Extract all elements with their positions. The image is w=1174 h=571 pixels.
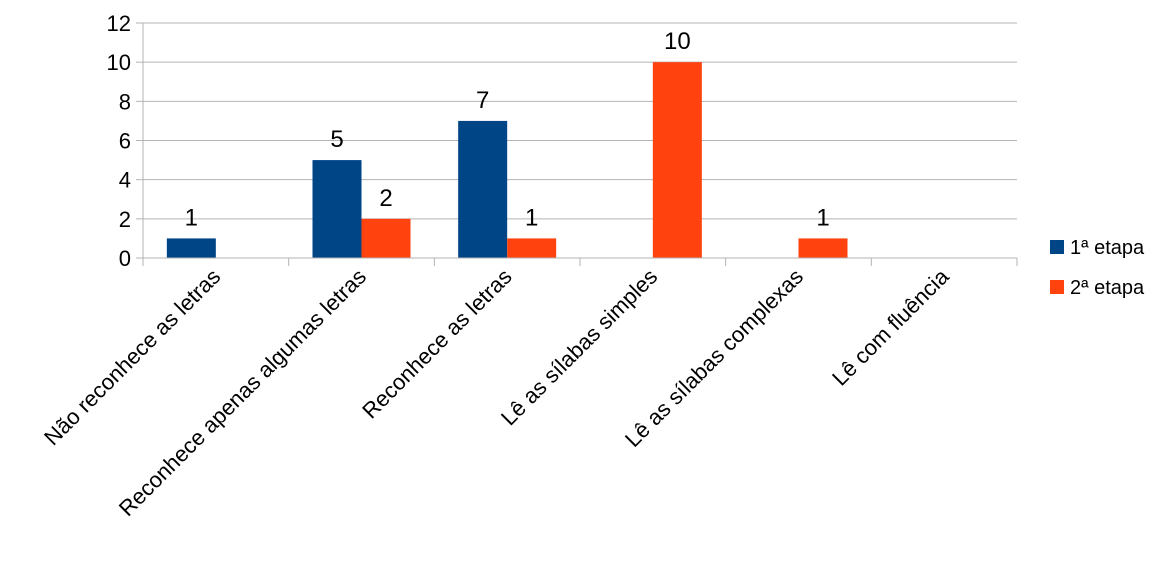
data-labels: 1 5 7 2 1 10 1 <box>185 28 830 231</box>
legend-label-2a-etapa: 2ª etapa <box>1070 277 1145 299</box>
x-tick-label: Lê com fluência <box>827 263 954 390</box>
legend: 1ª etapa 2ª etapa <box>1050 237 1145 299</box>
data-label: 10 <box>664 28 691 55</box>
y-tick-label: 6 <box>119 129 131 154</box>
bar-series-2-cat-4 <box>652 62 702 258</box>
data-label: 5 <box>330 126 343 153</box>
bar-series-2-cat-2 <box>361 218 411 258</box>
y-tick-label: 12 <box>107 11 131 36</box>
data-label: 1 <box>525 204 538 231</box>
y-tick-label: 0 <box>119 246 131 271</box>
y-axis-ticks: 0 2 4 6 8 10 12 <box>107 11 131 271</box>
y-tick-label: 4 <box>119 168 131 193</box>
bar-series-1-cat-1 <box>166 238 216 258</box>
y-tick-label: 8 <box>119 89 131 114</box>
bar-series-2-cat-5 <box>798 238 848 258</box>
y-tick-label: 2 <box>119 207 131 232</box>
bar-series-2-cat-3 <box>507 238 557 258</box>
axes <box>136 22 1018 266</box>
bar-series-1-cat-3 <box>458 120 508 259</box>
data-label: 1 <box>185 204 198 231</box>
data-label: 2 <box>379 185 392 212</box>
x-tick-label: Reconhece apenas algumas letras <box>114 264 371 521</box>
bar-series-1-cat-2 <box>312 160 362 258</box>
y-tick-label: 10 <box>107 50 131 75</box>
data-label: 7 <box>476 87 489 114</box>
legend-swatch-2a-etapa <box>1050 280 1064 294</box>
x-tick-label: Lê as sílabas simples <box>496 264 662 430</box>
x-tick-label: Reconhece as letras <box>357 264 516 423</box>
data-label: 1 <box>816 204 829 231</box>
legend-label-1a-etapa: 1ª etapa <box>1070 237 1145 259</box>
bars <box>166 62 848 259</box>
gridlines <box>143 22 1017 220</box>
legend-swatch-1a-etapa <box>1050 240 1064 254</box>
